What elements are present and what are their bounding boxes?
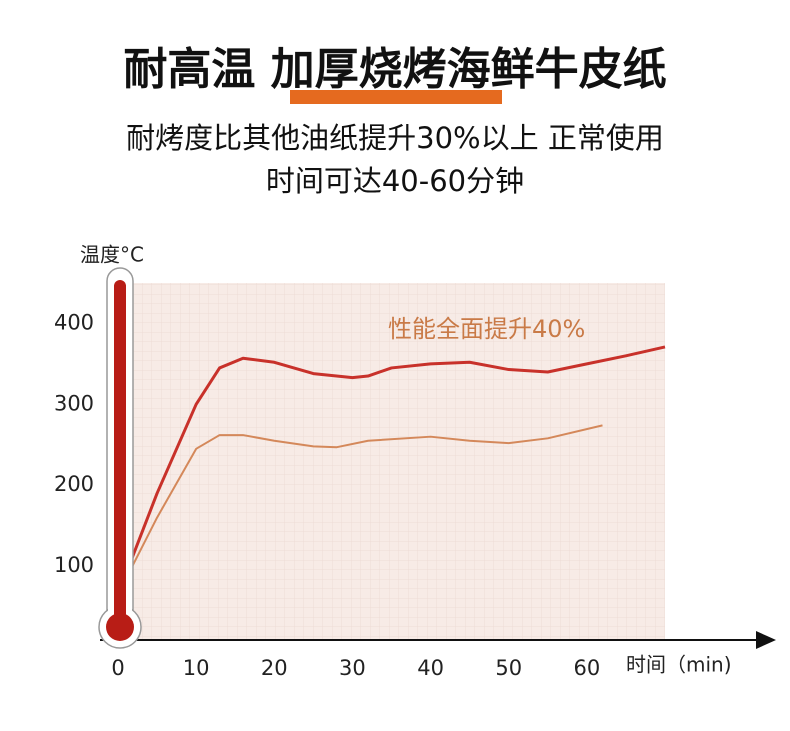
- y-tick-label: 300: [54, 391, 94, 415]
- thermometer-mercury: [114, 280, 126, 620]
- subtitle: 时间可达40-60分钟: [266, 164, 524, 198]
- title: 耐高温 加厚烧烤海鲜牛皮纸: [123, 44, 666, 95]
- x-axis-arrow: [756, 631, 776, 649]
- x-tick-label: 60: [573, 656, 600, 680]
- title-highlight: [290, 90, 502, 104]
- plot-grid: [118, 283, 665, 640]
- x-tick-label: 50: [495, 656, 522, 680]
- x-tick-label: 0: [111, 656, 124, 680]
- annotation: 性能全面提升40%: [388, 315, 585, 343]
- y-axis-label: 温度°C: [80, 243, 144, 267]
- thermometer-bulb: [106, 613, 134, 641]
- y-tick-label: 400: [54, 310, 94, 334]
- line: [117, 424, 603, 595]
- line: [116, 345, 666, 595]
- x-axis-label: 时间（min): [626, 653, 732, 677]
- x-tick-label: 20: [261, 656, 288, 680]
- x-tick-label: 30: [339, 656, 366, 680]
- y-tick-label: 100: [54, 553, 94, 577]
- subtitle: 耐烤度比其他油纸提升30%以上 正常使用: [126, 121, 664, 155]
- y-tick-label: 200: [54, 472, 94, 496]
- x-tick-label: 10: [183, 656, 210, 680]
- x-tick-label: 40: [417, 656, 444, 680]
